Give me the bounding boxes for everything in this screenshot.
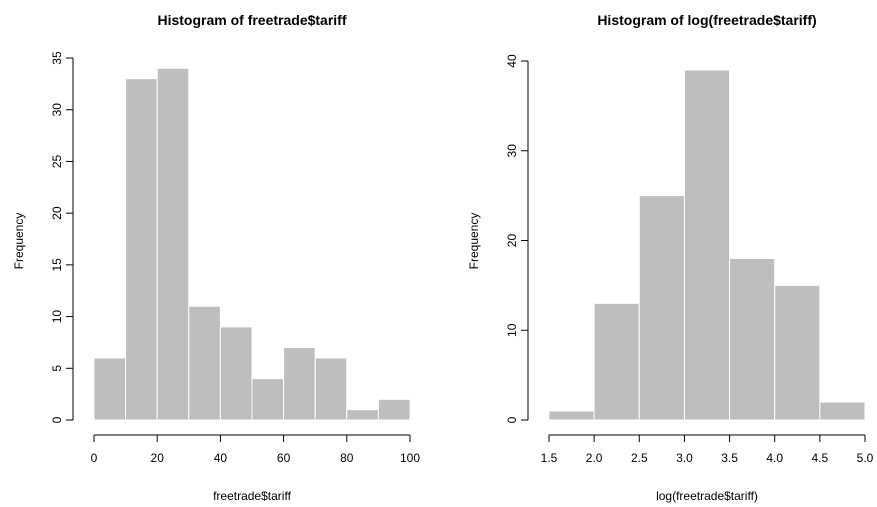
x-tick-label: 4.5 [812, 451, 829, 465]
y-tick-label: 30 [505, 144, 519, 158]
x-tick-label: 5.0 [857, 451, 874, 465]
y-axis-label: Frequency [467, 213, 481, 270]
y-tick-label: 20 [50, 206, 64, 220]
x-axis-label: freetrade$tariff [213, 489, 291, 503]
chart-title: Histogram of freetrade$tariff [157, 12, 346, 28]
y-tick-label: 0 [50, 416, 64, 423]
histogram-bar [377, 398, 411, 421]
x-tick-label: 60 [277, 451, 291, 465]
histogram-bar [346, 409, 379, 421]
y-tick-label: 35 [50, 51, 64, 65]
histogram-panel-log-tariff: Histogram of log(freetrade$tariff) log(f… [467, 12, 874, 503]
y-tick-label: 10 [50, 310, 64, 324]
y-tick-label: 15 [50, 258, 64, 272]
bars [548, 69, 866, 421]
histogram-bar [314, 357, 348, 421]
histogram-bar [93, 357, 127, 421]
histogram-bar [819, 401, 866, 421]
histogram-bar [683, 69, 731, 421]
histogram-bar [156, 67, 190, 421]
x-tick-label: 2.5 [631, 451, 648, 465]
histogram-bar [548, 410, 595, 421]
y-tick-label: 5 [50, 365, 64, 372]
x-tick-label: 3.0 [676, 451, 693, 465]
histogram-bar [283, 347, 316, 421]
histogram-bar [188, 305, 221, 421]
x-tick-label: 1.5 [541, 451, 558, 465]
x-axis: 1.5 2.0 2.5 3.0 3.5 4.0 4.5 5.0 [541, 434, 874, 465]
histogram-bar [251, 378, 285, 421]
x-tick-label: 2.0 [586, 451, 603, 465]
y-tick-label: 30 [50, 103, 64, 117]
chart-title: Histogram of log(freetrade$tariff) [597, 12, 816, 28]
bars [93, 67, 411, 421]
x-tick-label: 40 [214, 451, 228, 465]
x-axis-label: log(freetrade$tariff) [656, 489, 758, 503]
histogram-bar [729, 257, 776, 421]
y-tick-label: 10 [505, 323, 519, 337]
y-axis: 0 5 10 15 20 25 30 35 [50, 51, 74, 423]
x-axis: 0 20 40 60 80 100 [91, 434, 420, 465]
histogram-bar [638, 195, 685, 421]
x-tick-label: 80 [340, 451, 354, 465]
x-tick-label: 3.5 [721, 451, 738, 465]
histogram-panel-tariff: Histogram of freetrade$tariff freetrade$… [12, 12, 420, 503]
histogram-bar [593, 302, 640, 421]
x-tick-label: 100 [400, 451, 420, 465]
y-axis-label: Frequency [12, 213, 26, 270]
x-tick-label: 20 [151, 451, 165, 465]
histogram-bar [219, 326, 253, 421]
y-tick-label: 0 [505, 416, 519, 423]
y-tick-label: 20 [505, 234, 519, 248]
x-tick-label: 0 [91, 451, 98, 465]
histogram-bar [125, 78, 158, 421]
y-tick-label: 25 [50, 154, 64, 168]
y-axis: 0 10 20 30 40 [505, 54, 529, 423]
y-tick-label: 40 [505, 54, 519, 68]
x-tick-label: 4.0 [766, 451, 783, 465]
histogram-bar [774, 284, 821, 421]
